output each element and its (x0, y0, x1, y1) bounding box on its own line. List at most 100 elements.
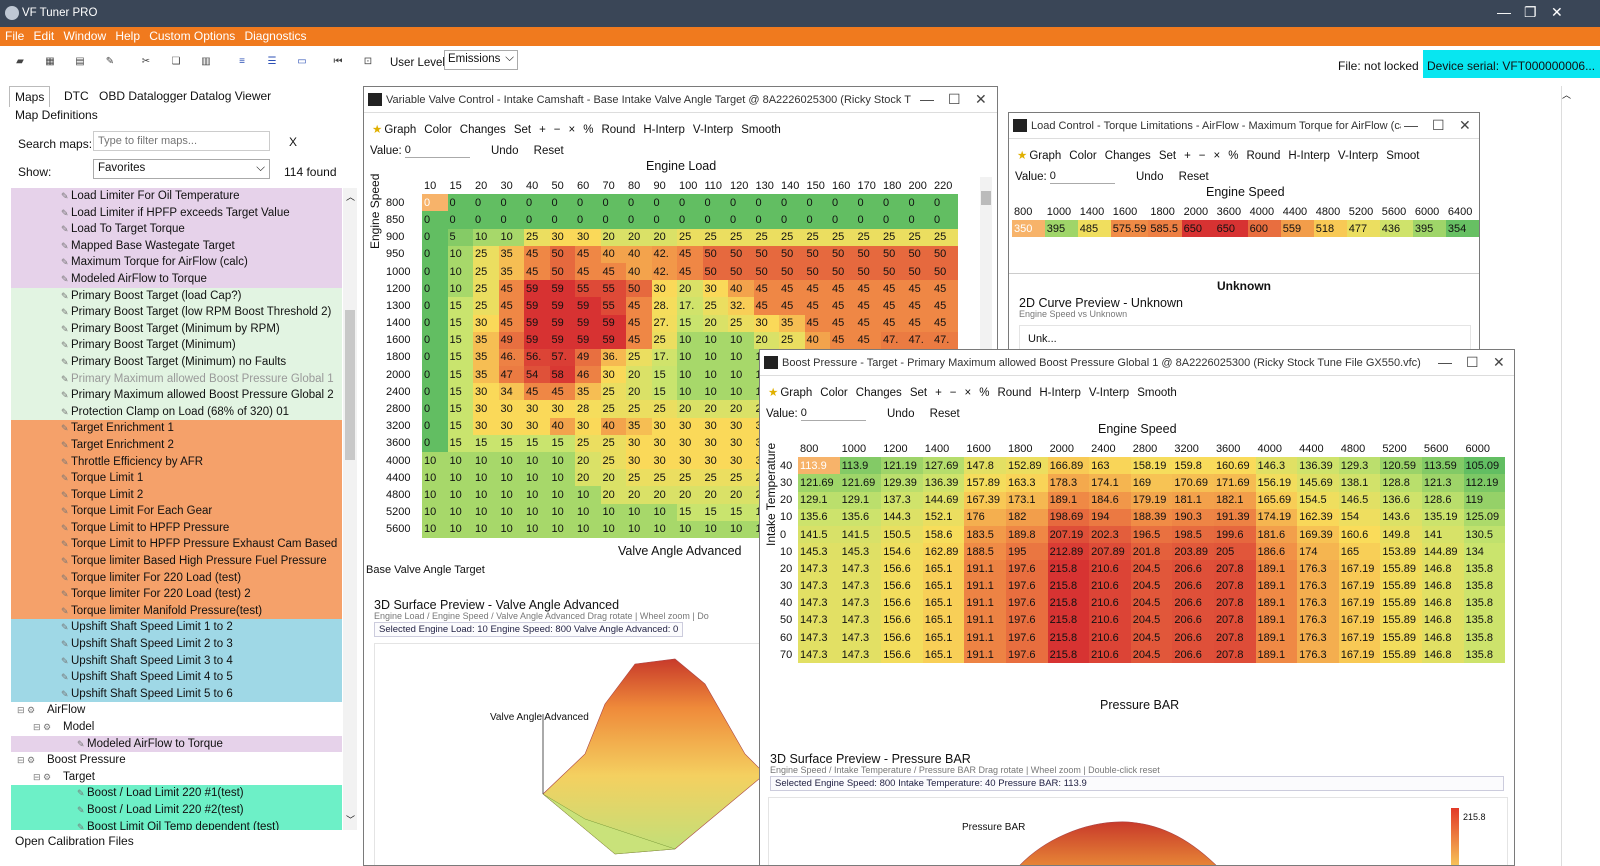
grid-cell[interactable]: 159.8 (1172, 457, 1214, 475)
editor-btn-10[interactable]: V-Interp (692, 124, 734, 136)
grid-cell[interactable]: 0 (422, 434, 448, 452)
grid-cell[interactable]: 135.6 (839, 508, 882, 526)
grid-cell[interactable]: 56. (524, 348, 550, 367)
grid-cell[interactable]: 45 (498, 297, 524, 315)
grid-cell[interactable]: 0 (422, 417, 448, 435)
grid-cell[interactable]: 121.19 (881, 457, 923, 475)
grid-cell[interactable]: 146.8 (1421, 577, 1464, 595)
grid-cell[interactable]: 45 (830, 331, 856, 349)
grid-cell[interactable]: 10 (575, 486, 601, 504)
tree-item[interactable]: ✎ Upshift Shaft Speed Limit 2 to 3 (11, 636, 342, 653)
grid-cell[interactable]: 147.3 (839, 594, 882, 612)
grid-cell[interactable]: 135.6 (798, 508, 840, 526)
editor-btn-8[interactable]: Round (601, 124, 636, 136)
value-input[interactable]: 0 (1049, 170, 1115, 184)
grid-cell[interactable]: 50 (906, 262, 932, 281)
grid-cell[interactable]: 10 (600, 503, 626, 521)
grid-cell[interactable]: 45 (626, 314, 652, 332)
grid-cell[interactable]: 191.1 (964, 594, 1006, 612)
editor-btn-7[interactable]: % (979, 387, 990, 399)
grid-cell[interactable]: 141 (1421, 525, 1464, 544)
grid-cell[interactable]: 59 (549, 314, 575, 332)
grid-cell[interactable]: 47. (881, 331, 907, 349)
grid-cell[interactable]: 45 (855, 314, 881, 332)
grid-cell[interactable]: 130.5 (1463, 525, 1506, 544)
grid-cell[interactable]: 10 (447, 245, 473, 263)
tree-item[interactable]: ✎ Torque Limit to HPFP Pressure (11, 519, 342, 537)
grid-cell[interactable]: 20 (677, 280, 703, 298)
grid-cell[interactable]: 121.69 (798, 474, 840, 492)
grid-cell[interactable]: 204.5 (1130, 577, 1173, 595)
grid-cell[interactable]: 144.3 (881, 508, 923, 526)
grid-cell[interactable]: 162.89 (922, 543, 965, 561)
favorite-star-icon[interactable]: ★ (1017, 150, 1028, 162)
grid-cell[interactable]: 20 (651, 486, 677, 504)
grid-cell[interactable]: 50 (702, 262, 728, 281)
grid-cell[interactable]: 167.19 (1338, 629, 1381, 647)
grid-cell[interactable]: 42. (651, 262, 677, 281)
grid-cell[interactable]: 152.89 (1005, 457, 1048, 475)
grid-cell[interactable]: 145.69 (1297, 474, 1339, 492)
grid-cell[interactable]: 20 (702, 314, 728, 332)
read-icon[interactable]: ▦ (45, 56, 55, 67)
grid-cell[interactable]: 146.5 (1338, 491, 1381, 509)
grid-cell[interactable]: 154.5 (1297, 491, 1339, 509)
grid-cell[interactable]: 215.8 (1047, 594, 1090, 612)
tree-item[interactable]: ✎ Primary Maximum allowed Boost Pressure … (11, 387, 342, 404)
grid-cell[interactable]: 135.8 (1463, 560, 1506, 578)
tree-scroll-thumb[interactable] (345, 310, 355, 460)
grid-cell[interactable]: 50 (855, 262, 881, 281)
grid-cell[interactable]: 50 (906, 245, 932, 263)
grid-cell[interactable]: 55 (575, 280, 601, 298)
grid-cell[interactable]: 35 (626, 417, 652, 435)
grid-cell[interactable]: 10 (524, 452, 550, 470)
grid-cell[interactable]: 35 (575, 383, 601, 401)
grid-cell[interactable]: 212.89 (1047, 543, 1090, 561)
grid-cell[interactable]: 144.89 (1421, 543, 1464, 561)
grid-cell[interactable]: 40 (626, 245, 652, 263)
grid-cell[interactable]: 0 (804, 211, 830, 229)
grid-cell[interactable]: 30 (600, 366, 626, 384)
grid-cell[interactable]: 50 (728, 262, 754, 281)
grid-cell[interactable]: 30 (651, 280, 677, 298)
grid-cell[interactable]: 120.59 (1380, 457, 1422, 475)
tree-item[interactable]: ✎ Primary Boost Target (Minimum) no Fault… (11, 353, 342, 371)
grid-cell[interactable]: 10 (422, 520, 448, 538)
grid-cell[interactable]: 45 (753, 280, 779, 298)
grid-cell[interactable]: 134 (1463, 543, 1506, 561)
grid-cell[interactable]: 25 (932, 228, 958, 246)
grid-cell[interactable]: 10 (524, 469, 550, 487)
tree-item[interactable]: ✎ Torque Limit For Each Gear (11, 503, 342, 520)
grid-cell[interactable]: 45 (906, 297, 932, 315)
grid-cell[interactable]: 146.8 (1421, 594, 1464, 612)
grid-cell[interactable]: 182 (1005, 508, 1048, 526)
grid-cell[interactable]: 10 (677, 366, 703, 384)
grid-cell[interactable]: 15 (447, 366, 473, 384)
grid-cell[interactable]: 36. (600, 348, 626, 367)
grid-cell[interactable]: 0 (422, 314, 448, 332)
grid-cell[interactable]: 10 (422, 486, 448, 504)
grid-cell[interactable]: 160.69 (1213, 457, 1256, 475)
grid-cell[interactable]: 207.8 (1213, 560, 1256, 578)
menu-edit[interactable]: Edit (33, 29, 55, 43)
grid-cell[interactable]: 0 (932, 194, 958, 212)
flash-icon[interactable]: ✎ (105, 56, 115, 67)
grid-cell[interactable]: 25 (728, 228, 754, 246)
grid-cell[interactable]: 210.6 (1089, 560, 1131, 578)
grid-cell[interactable]: 197.6 (1005, 577, 1048, 595)
tree-item[interactable]: ✎ Torque limiter Based High Pressure Fuel… (11, 553, 342, 570)
grid-cell[interactable]: 128.8 (1380, 474, 1422, 492)
grid-cell[interactable]: 35 (473, 348, 499, 367)
menu-file[interactable]: File (5, 29, 25, 43)
tree-item[interactable]: ✎ Primary Boost Target (low RPM Boost Thr… (11, 304, 342, 321)
tree-item[interactable]: ✎ Maximum Torque for AirFlow (calc) (11, 254, 342, 271)
grid-cell[interactable]: 197.6 (1005, 629, 1048, 647)
tab-dtc[interactable]: DTC (64, 89, 89, 103)
grid-cell[interactable]: 181.1 (1172, 491, 1214, 509)
editor-btn-5[interactable]: − (1198, 150, 1206, 162)
tree-item[interactable]: ✎ Torque Limit 1 (11, 470, 342, 487)
grid-cell[interactable]: 17. (651, 348, 677, 367)
grid-cell[interactable]: 167.19 (1338, 594, 1381, 612)
grid-cell[interactable]: 10 (447, 520, 473, 538)
grid-cell[interactable]: 191.1 (964, 560, 1006, 578)
